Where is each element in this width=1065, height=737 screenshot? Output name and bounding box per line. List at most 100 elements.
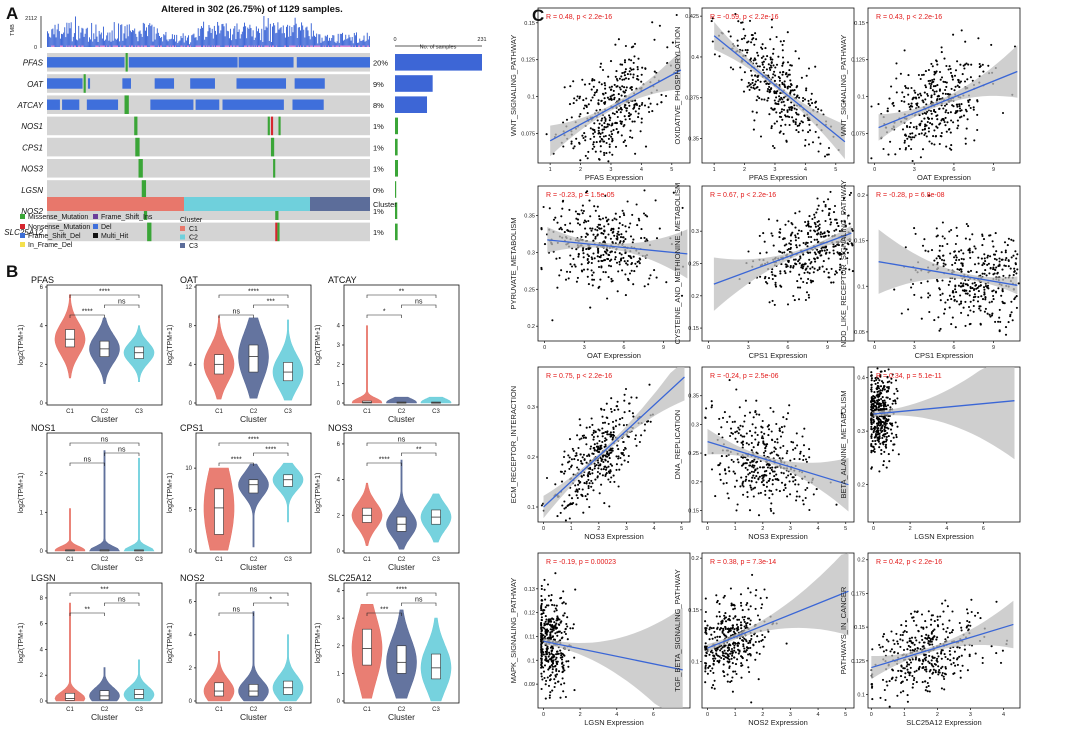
scatter-point bbox=[983, 310, 986, 313]
scatter-point bbox=[787, 73, 790, 76]
scatter-point bbox=[981, 63, 984, 66]
scatter-point bbox=[624, 225, 627, 228]
scatter-point bbox=[961, 73, 964, 76]
scatter-point bbox=[732, 460, 735, 463]
comparison-bracket bbox=[253, 602, 289, 606]
comparison-bracket bbox=[401, 304, 437, 308]
scatter-point bbox=[576, 466, 579, 469]
scatter-point bbox=[746, 495, 749, 498]
scatter-point bbox=[839, 266, 842, 269]
scatter-point bbox=[587, 478, 590, 481]
scatter-point bbox=[875, 417, 878, 420]
scatter-point bbox=[544, 620, 547, 623]
scatter-point bbox=[591, 258, 594, 261]
scatter-point bbox=[749, 57, 753, 60]
scatter-point bbox=[775, 488, 778, 491]
scatter-point bbox=[884, 429, 887, 432]
tmb-bar-pink bbox=[116, 45, 119, 47]
tmb-bar-pink bbox=[233, 45, 235, 47]
mutation-block bbox=[195, 99, 220, 110]
cluster-legend-title: Cluster bbox=[180, 217, 203, 224]
scatter-point bbox=[870, 425, 873, 428]
scatter-point bbox=[752, 487, 755, 490]
scatter-point bbox=[808, 448, 811, 451]
scatter-point bbox=[904, 146, 908, 150]
scatter-point bbox=[610, 280, 613, 283]
scatter-point bbox=[601, 432, 604, 435]
scatter-point bbox=[995, 266, 998, 269]
scatter-point bbox=[550, 649, 553, 652]
scatter-point bbox=[597, 129, 600, 132]
scatter-point bbox=[606, 433, 609, 436]
scatter-point bbox=[991, 240, 994, 243]
scatter-point bbox=[747, 473, 750, 476]
scatter-point bbox=[738, 406, 741, 409]
scatter-point bbox=[837, 252, 840, 255]
scatter-point bbox=[780, 471, 783, 474]
scatter-point bbox=[938, 244, 941, 247]
x-tick-label: 6 bbox=[982, 526, 985, 532]
scatter-point bbox=[633, 103, 636, 106]
scatter-point bbox=[753, 57, 756, 60]
scatter-point bbox=[568, 208, 571, 211]
scatter-point bbox=[600, 254, 603, 257]
scatter-point bbox=[540, 646, 543, 649]
scatter-point bbox=[615, 122, 618, 125]
boxplot-box bbox=[214, 488, 224, 535]
scatter-point bbox=[776, 438, 779, 441]
significance-label: **** bbox=[99, 289, 110, 296]
scatter-point bbox=[563, 507, 566, 510]
scatter-point bbox=[885, 422, 888, 425]
tmb-bar bbox=[114, 38, 116, 47]
scatter-point bbox=[783, 80, 786, 83]
violin-title: CPS1 bbox=[180, 423, 204, 433]
scatter-point bbox=[829, 223, 832, 226]
scatter-point bbox=[932, 135, 935, 138]
scatter-point bbox=[876, 431, 879, 434]
scatter-point bbox=[607, 233, 610, 236]
scatter-point bbox=[771, 483, 774, 486]
scatter-point bbox=[883, 426, 887, 429]
scatter-point bbox=[625, 109, 628, 112]
tmb-bar bbox=[196, 40, 198, 47]
scatter-point bbox=[844, 267, 847, 270]
scatter-point bbox=[844, 225, 847, 228]
scatter-point bbox=[892, 104, 895, 107]
scatter-point bbox=[872, 407, 875, 410]
scatter-point bbox=[598, 472, 601, 475]
tmb-bar-pink bbox=[315, 45, 317, 47]
scatter-point bbox=[769, 56, 772, 59]
scatter-point bbox=[607, 422, 610, 425]
scatter-point bbox=[604, 84, 607, 87]
scatter-point bbox=[994, 320, 997, 323]
scatter-point bbox=[653, 269, 656, 272]
scatter-point bbox=[598, 158, 601, 161]
scatter-point bbox=[886, 404, 890, 407]
scatter-point bbox=[592, 438, 595, 441]
scatter-point bbox=[577, 479, 580, 482]
scatter-point bbox=[576, 218, 580, 221]
scatter-point bbox=[976, 128, 979, 132]
tmb-bar-pink bbox=[188, 45, 190, 47]
scatter-point bbox=[937, 255, 940, 258]
scatter-point bbox=[885, 435, 888, 439]
scatter-point bbox=[790, 64, 793, 67]
scatter-point bbox=[545, 679, 548, 682]
scatter-point bbox=[995, 258, 998, 261]
scatter-point bbox=[627, 279, 630, 282]
scatter-point bbox=[617, 233, 621, 236]
y-tick-label: 0.2 bbox=[691, 480, 699, 486]
scatter-point bbox=[574, 210, 577, 213]
scatter-point bbox=[762, 476, 765, 479]
tmb-bar bbox=[132, 30, 134, 47]
correlation-stat: R = 0.34, p = 5.1e-11 bbox=[876, 373, 942, 380]
scatter-point bbox=[744, 466, 747, 469]
panel-label-b: B bbox=[6, 262, 18, 281]
scatter-point bbox=[815, 211, 818, 214]
tmb-bar-pink bbox=[71, 45, 73, 47]
scatter-point bbox=[589, 227, 592, 230]
scatter-point bbox=[1010, 311, 1013, 314]
scatter-frame bbox=[867, 7, 1021, 164]
scatter-point bbox=[781, 431, 784, 434]
scatter-point bbox=[770, 468, 773, 471]
